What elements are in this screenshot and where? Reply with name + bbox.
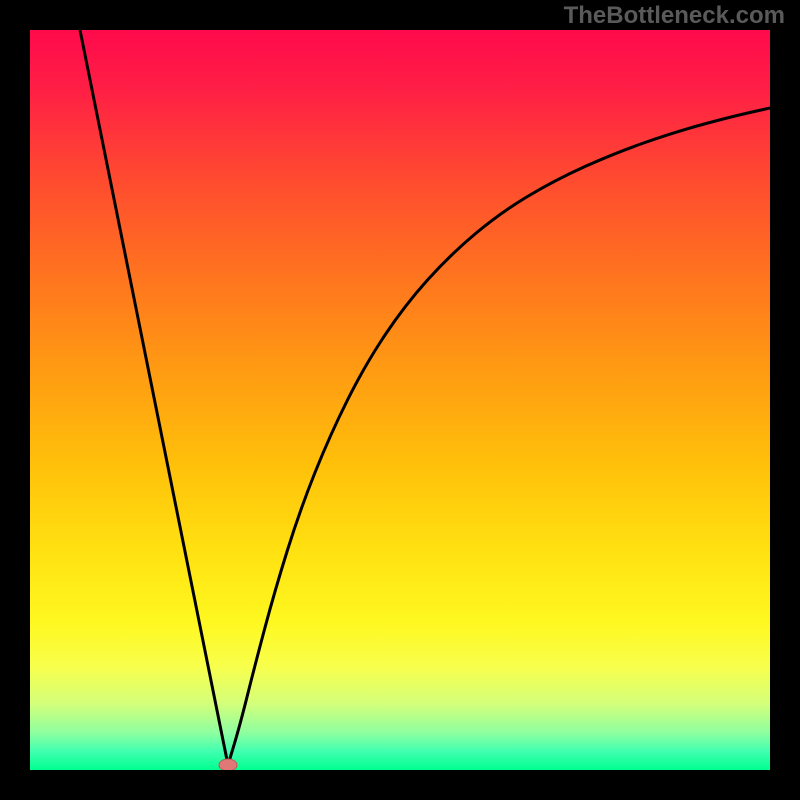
frame-right [770, 0, 800, 800]
minimum-marker [219, 759, 237, 770]
plot-area [30, 30, 770, 770]
chart-container: TheBottleneck.com [0, 0, 800, 800]
bottleneck-curve [30, 30, 770, 770]
curve-left-segment [80, 30, 228, 765]
curve-right-segment [228, 108, 770, 765]
watermark-text: TheBottleneck.com [564, 2, 785, 30]
frame-bottom [0, 770, 800, 800]
frame-left [0, 0, 30, 800]
